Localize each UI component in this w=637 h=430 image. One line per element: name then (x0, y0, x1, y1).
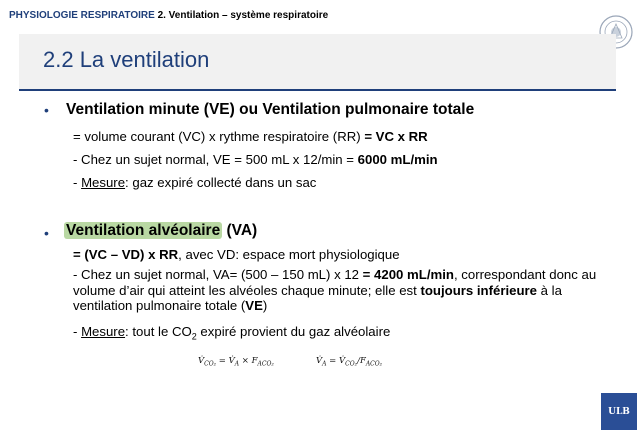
bullet-marker: • (44, 225, 49, 241)
closing-paren: ) (262, 298, 268, 313)
highlighted-term: Ventilation alvéolaire (64, 222, 223, 239)
breadcrumb-subsection: 2. Ventilation – système respiratoire (157, 10, 329, 21)
va-measure-text-end: expiré provient du gaz alvéolaire (196, 324, 391, 339)
measure-label: Mesure (81, 175, 126, 190)
dash: - (73, 324, 82, 339)
formula-subscript: A (234, 360, 240, 368)
formula-term: = V̇ (326, 356, 346, 366)
ve-definition-line: = volume courant (VC) x rythme respirato… (73, 129, 428, 144)
formula-term: = V̇ (216, 356, 235, 366)
formula-subscript: A (322, 360, 327, 368)
page-title: 2.2 La ventilation (43, 47, 210, 72)
ve-abbrev: VE (245, 298, 263, 313)
va-measure-text: : tout le CO (125, 324, 192, 339)
measure-label: Mesure (81, 324, 126, 339)
ve-formula: = VC x RR (364, 129, 428, 144)
dash: - (73, 175, 82, 190)
heading-ventilation-alveolaire: Ventilation alvéolaire (VA) (64, 222, 257, 240)
va-example-text: - Chez un sujet normal, VA= (500 – 150 m… (73, 267, 363, 282)
formula-term: /F (357, 356, 366, 366)
formula-term: V̇ (316, 356, 323, 366)
ve-example-line: - Chez un sujet normal, VE = 500 mL x 12… (73, 152, 438, 167)
va-formula: = (VC – VD) x RR (73, 247, 179, 262)
title-divider (19, 89, 616, 91)
formula-subscript: ACO₂ (365, 360, 383, 368)
bullet-marker: • (44, 102, 49, 118)
breadcrumb: PHYSIOLOGIE RESPIRATOIRE 2. Ventilation … (9, 10, 328, 21)
va-emphasis: toujours inférieure (420, 282, 537, 298)
ve-example-value: 6000 mL/min (357, 152, 438, 167)
title-band (19, 34, 616, 89)
formula-vco2: V̇CO₂ = V̇A × FACO₂ (198, 356, 274, 368)
formula-term: V̇ (198, 356, 205, 366)
formula-subscript: CO₂ (345, 360, 358, 368)
formula-subscript: ACO₂ (257, 360, 274, 368)
ve-measure-line: - Mesure: gaz expiré collecté dans un sa… (73, 175, 316, 190)
ve-example-text: - Chez un sujet normal, VE = 500 mL x 12… (73, 152, 358, 167)
ve-measure-text: : gaz expiré collecté dans un sac (125, 175, 317, 190)
breadcrumb-section: PHYSIOLOGIE RESPIRATOIRE (9, 10, 155, 21)
heading-abbrev: (VA) (222, 222, 258, 239)
formula-subscript: CO₂ (204, 360, 217, 368)
ulb-logo: ULB (601, 393, 637, 430)
formula-term: × F (239, 356, 258, 366)
co2-subscript: 2 (191, 331, 197, 342)
va-example-paragraph: - Chez un sujet normal, VA= (500 – 150 m… (73, 267, 618, 314)
va-example-continuation: , correspondant donc au volume d’air qui… (73, 267, 597, 298)
formula-va: V̇A = V̇CO₂/FACO₂ (316, 356, 382, 368)
va-definition-text: , avec VD: espace mort physiologique (178, 247, 400, 262)
va-example-value: = 4200 mL/min (362, 267, 454, 282)
ve-definition-text: = volume courant (VC) x rythme respirato… (73, 129, 365, 144)
va-measure-line: - Mesure: tout le CO2 expiré provient du… (73, 324, 390, 342)
heading-ventilation-minute: Ventilation minute (VE) ou Ventilation p… (66, 101, 475, 118)
va-definition-line: = (VC – VD) x RR, avec VD: espace mort p… (73, 247, 400, 262)
va-comparison-text: à la ventilation pulmonaire totale ( (73, 282, 562, 314)
